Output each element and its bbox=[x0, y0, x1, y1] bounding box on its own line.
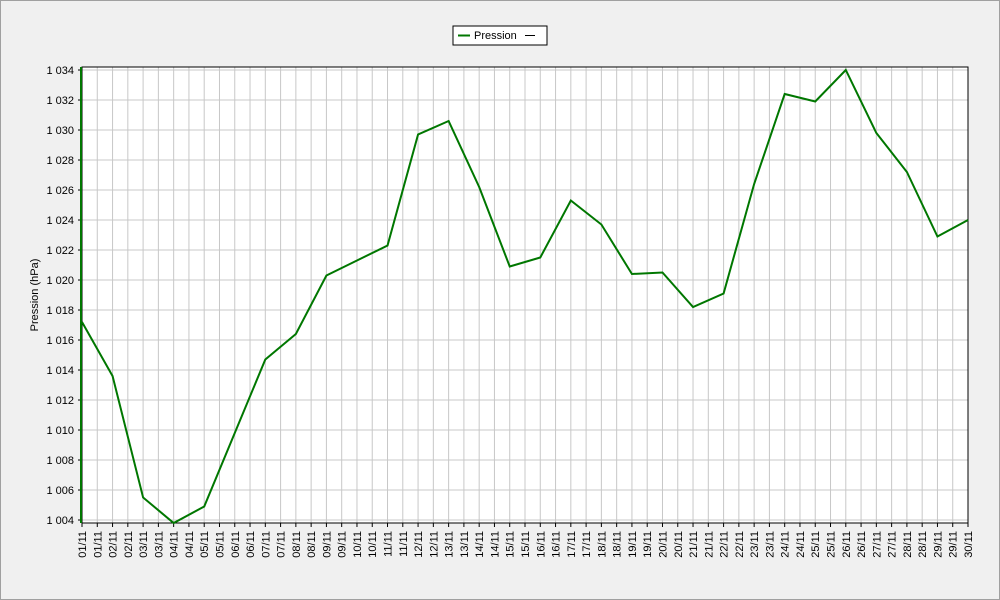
x-tick-label: 06/11 bbox=[230, 531, 242, 558]
y-tick-label: 1 026 bbox=[46, 185, 74, 197]
x-tick-label: 28/11 bbox=[917, 531, 929, 558]
y-tick-label: 1 016 bbox=[46, 335, 74, 347]
x-tick-label: 06/11 bbox=[245, 531, 257, 558]
x-tick-label: 11/11 bbox=[383, 531, 395, 557]
x-tick-label: 02/11 bbox=[123, 531, 135, 558]
x-tick-label: 09/11 bbox=[337, 531, 349, 558]
x-tick-label: 10/11 bbox=[352, 531, 364, 558]
x-tick-label: 22/11 bbox=[734, 531, 746, 558]
x-tick-label: 19/11 bbox=[627, 531, 639, 558]
x-tick-label: 13/11 bbox=[459, 531, 471, 558]
x-tick-label: 21/11 bbox=[703, 531, 715, 558]
x-tick-label: 13/11 bbox=[444, 531, 456, 558]
x-tick-label: 05/11 bbox=[214, 531, 226, 558]
x-tick-label: 12/11 bbox=[413, 531, 425, 558]
line-series bbox=[81, 68, 969, 525]
x-tick-label: 28/11 bbox=[902, 531, 914, 558]
x-tick-label: 04/11 bbox=[169, 531, 181, 558]
x-tick-label: 08/11 bbox=[291, 531, 303, 558]
y-tick-label: 1 004 bbox=[46, 515, 74, 527]
x-tick-label: 11/11 bbox=[398, 531, 410, 557]
x-tick-label: 18/11 bbox=[596, 531, 608, 558]
x-tick-label: 07/11 bbox=[276, 531, 288, 558]
y-tick-label: 1 022 bbox=[46, 245, 74, 257]
x-tick-label: 01/11 bbox=[92, 531, 104, 558]
x-tick-label: 24/11 bbox=[795, 531, 807, 558]
y-tick-label: 1 024 bbox=[46, 215, 74, 227]
x-tick-label: 16/11 bbox=[551, 531, 563, 558]
x-tick-label: 17/11 bbox=[581, 531, 593, 558]
x-tick-label: 27/11 bbox=[871, 531, 883, 558]
x-tick-label: 30/11 bbox=[963, 531, 975, 558]
x-tick-label: 26/11 bbox=[841, 531, 853, 558]
x-tick-label: 05/11 bbox=[199, 531, 211, 558]
x-tick-label: 12/11 bbox=[428, 531, 440, 558]
legend: Pression bbox=[452, 25, 548, 46]
x-tick-label: 17/11 bbox=[566, 531, 578, 558]
legend-label: Pression bbox=[474, 30, 517, 42]
x-tick-label: 25/11 bbox=[810, 531, 822, 558]
legend-box bbox=[452, 25, 548, 46]
x-tick-label: 29/11 bbox=[948, 531, 960, 558]
x-tick-label: 20/11 bbox=[657, 531, 669, 558]
y-tick-label: 1 034 bbox=[46, 65, 74, 77]
x-tick-label: 26/11 bbox=[856, 531, 868, 558]
x-tick-label: 15/11 bbox=[505, 531, 517, 558]
y-tick-label: 1 032 bbox=[46, 95, 74, 107]
x-tick-label: 03/11 bbox=[138, 531, 150, 558]
x-tick-label: 25/11 bbox=[826, 531, 838, 558]
y-tick-label: 1 028 bbox=[46, 155, 74, 167]
x-tick-label: 19/11 bbox=[642, 531, 654, 558]
y-tick-label: 1 006 bbox=[46, 485, 74, 497]
x-tick-label: 16/11 bbox=[535, 531, 547, 558]
x-tick-label: 22/11 bbox=[719, 531, 731, 558]
x-tick-label: 18/11 bbox=[612, 531, 624, 558]
x-tick-label: 24/11 bbox=[780, 531, 792, 558]
y-tick-label: 1 030 bbox=[46, 125, 74, 137]
x-tick-label: 21/11 bbox=[688, 531, 700, 558]
y-tick-label: 1 018 bbox=[46, 305, 74, 317]
y-tick-label: 1 012 bbox=[46, 395, 74, 407]
y-tick-label: 1 008 bbox=[46, 455, 74, 467]
x-tick-label: 15/11 bbox=[520, 531, 532, 558]
x-tick-label: 23/11 bbox=[749, 531, 761, 558]
x-tick-label: 20/11 bbox=[673, 531, 685, 558]
x-tick-label: 27/11 bbox=[887, 531, 899, 558]
y-tick-label: 1 010 bbox=[46, 425, 74, 437]
x-tick-label: 09/11 bbox=[321, 531, 333, 558]
y-tick-label: 1 020 bbox=[46, 275, 74, 287]
x-tick-label: 14/11 bbox=[489, 531, 501, 558]
x-tick-label: 02/11 bbox=[108, 531, 120, 558]
x-tick-label: 07/11 bbox=[260, 531, 272, 558]
x-tick-label: 03/11 bbox=[153, 531, 165, 558]
y-tick-label: 1 014 bbox=[46, 365, 74, 377]
x-tick-label: 04/11 bbox=[184, 531, 196, 558]
x-tick-label: 08/11 bbox=[306, 531, 318, 558]
y-axis-title: Pression (hPa) bbox=[29, 259, 41, 332]
x-tick-label: 10/11 bbox=[367, 531, 379, 558]
x-tick-label: 01/11 bbox=[77, 531, 89, 558]
x-tick-label: 14/11 bbox=[474, 531, 486, 558]
x-tick-label: 29/11 bbox=[932, 531, 944, 558]
x-tick-label: 23/11 bbox=[764, 531, 776, 558]
